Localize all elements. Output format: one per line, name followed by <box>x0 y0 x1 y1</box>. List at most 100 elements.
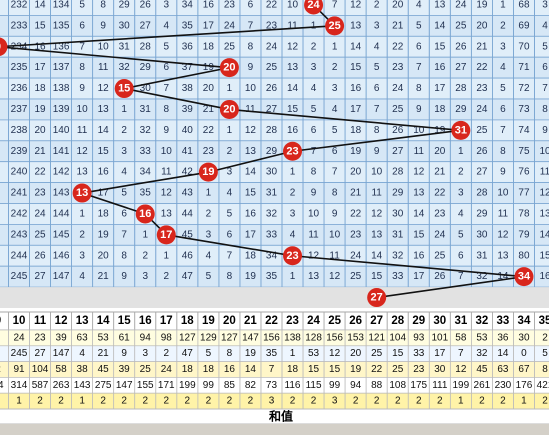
cell-value: 243 <box>11 229 28 240</box>
cell-value: 9 <box>100 20 106 31</box>
cell-value: 9 <box>163 125 169 136</box>
cell-value: 28 <box>476 188 488 199</box>
stats-row <box>0 393 549 409</box>
trend-row <box>0 78 549 99</box>
trend-row <box>0 99 549 120</box>
stats-value: 5 <box>542 348 548 359</box>
cell-value: 25 <box>434 250 446 261</box>
ball-label: 16 <box>139 208 151 220</box>
stats-value: 39 <box>119 364 131 375</box>
cell-value: 34 <box>140 167 152 178</box>
stats-value: 2 <box>227 396 233 407</box>
cell-value: 24 <box>350 250 362 261</box>
column-header: 28 <box>391 315 404 327</box>
stats-value: 4 <box>79 348 85 359</box>
cell-value: 12 <box>287 41 299 52</box>
ball-label: 9 <box>0 41 1 53</box>
stats-value: 14 <box>245 364 257 375</box>
cell-value: 25 <box>455 20 467 31</box>
cell-value: 6 <box>374 83 380 94</box>
stats-value: 1 <box>79 396 85 407</box>
stats-row <box>0 361 549 378</box>
ball <box>283 246 303 266</box>
column-header: 30 <box>433 315 446 327</box>
cell-value: 13 <box>308 271 320 282</box>
cell-value: 11 <box>498 208 509 219</box>
cell-value: 4 <box>500 62 506 73</box>
stats-value: 147 <box>116 380 133 391</box>
cell-value: 18 <box>434 104 446 115</box>
stats-value: 22 <box>371 364 383 375</box>
stats-value: 127 <box>179 332 196 343</box>
stats-value: 45 <box>476 364 488 375</box>
ball-label: 23 <box>286 250 298 262</box>
stats-value: 15 <box>308 364 320 375</box>
cell-value: 11 <box>371 188 382 199</box>
cell-value: 1 <box>142 229 148 240</box>
cell-value: 23 <box>350 229 362 240</box>
cell-value: 5 <box>311 104 317 115</box>
cell-value: 4 <box>121 167 127 178</box>
cell-value: 16 <box>350 83 362 94</box>
stats-value: 2 <box>121 396 127 407</box>
stats-table: 9101112131415161718192021222324252627282… <box>0 311 549 435</box>
cell-value: 5 <box>206 271 212 282</box>
cell-value: 12 <box>497 229 509 240</box>
cell-value: 11 <box>161 167 172 178</box>
cell-value: 16 <box>434 62 446 73</box>
cell-value: 139 <box>53 104 70 115</box>
cell-value: 10 <box>77 104 89 115</box>
cell-value: 1 <box>163 250 169 261</box>
cell-value: 239 <box>11 146 28 157</box>
cell-value: 15 <box>371 271 383 282</box>
stats-value: 104 <box>32 364 49 375</box>
stats-value: 143 <box>74 380 91 391</box>
stats-value: 147 <box>53 348 70 359</box>
column-header: 19 <box>202 315 215 327</box>
column-header: 31 <box>454 315 467 327</box>
cell-value: 6 <box>227 229 233 240</box>
column-header: 29 <box>412 315 425 327</box>
stats-value: 63 <box>77 332 89 343</box>
stats-value: 45 <box>98 364 110 375</box>
cell-value: 18 <box>203 41 215 52</box>
cell-value: 1 <box>227 125 233 136</box>
cell-value: 23 <box>476 83 488 94</box>
cell-value: 25 <box>266 62 278 73</box>
cell-value: 45 <box>182 229 194 240</box>
cell-value: 27 <box>392 146 404 157</box>
cell-value: 23 <box>434 208 446 219</box>
cell-value: 6 <box>458 250 464 261</box>
cell-value: 1 <box>332 41 338 52</box>
cell-value: 7 <box>79 41 85 52</box>
cell-value: 1 <box>206 188 212 199</box>
ball-label: 25 <box>328 20 340 32</box>
cell-value: 30 <box>140 83 152 94</box>
cell-value: 5 <box>332 125 338 136</box>
stats-value: 5 <box>206 348 212 359</box>
cell-value: 1 <box>311 20 317 31</box>
cell-value: 10 <box>287 0 299 10</box>
cell-value: 22 <box>350 208 362 219</box>
ball-label: 13 <box>76 187 88 199</box>
cell-value: 20 <box>203 83 215 94</box>
stats-value: 199 <box>452 380 469 391</box>
stats-value: 2 <box>542 396 548 407</box>
stats-value: 7 <box>458 348 464 359</box>
stats-value: 0 <box>521 348 527 359</box>
stats-value: 12 <box>329 348 341 359</box>
cell-value: 143 <box>53 188 70 199</box>
cell-value: 9 <box>500 167 506 178</box>
stats-value: 21 <box>98 348 110 359</box>
cell-value: 25 <box>476 125 488 136</box>
cell-value: 35 <box>266 271 278 282</box>
ball-label: 31 <box>455 124 467 136</box>
cell-value: 3 <box>290 208 296 219</box>
cell-value: 29 <box>140 62 152 73</box>
cell-value: 141 <box>53 146 70 157</box>
cell-value: 8 <box>79 62 85 73</box>
cell-value: 16 <box>287 125 299 136</box>
stats-value: 1 <box>290 348 296 359</box>
cell-value: 29 <box>455 104 467 115</box>
stats-value: 2 <box>542 332 548 343</box>
